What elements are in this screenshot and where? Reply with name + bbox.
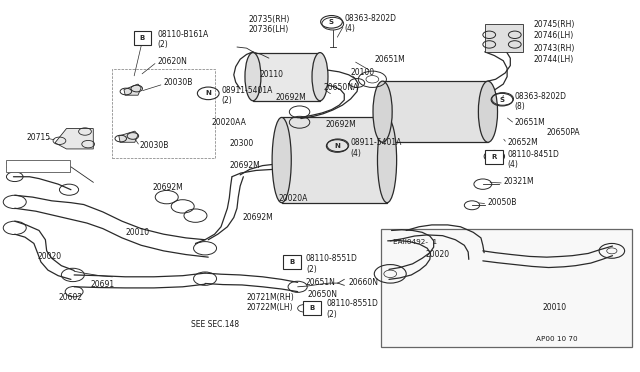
Text: 08110-8551D
(2): 08110-8551D (2) xyxy=(326,299,378,319)
Ellipse shape xyxy=(378,118,397,203)
Bar xyxy=(283,255,301,269)
Text: 20735(RH)
20736(LH): 20735(RH) 20736(LH) xyxy=(248,15,290,35)
Text: 20620N: 20620N xyxy=(157,57,187,66)
Text: 20050B: 20050B xyxy=(487,198,516,207)
Text: 20660N: 20660N xyxy=(349,278,379,287)
Text: 20744(LH): 20744(LH) xyxy=(534,55,574,64)
Text: 20715: 20715 xyxy=(26,133,51,142)
Text: 20300: 20300 xyxy=(229,139,253,148)
Bar xyxy=(303,301,321,315)
Text: 20602: 20602 xyxy=(58,293,83,302)
Bar xyxy=(134,31,152,45)
Text: 08110-B161A
(2): 08110-B161A (2) xyxy=(157,30,209,49)
Ellipse shape xyxy=(272,118,291,203)
Text: 08911-5401A
(4): 08911-5401A (4) xyxy=(351,138,402,158)
Text: 20030B: 20030B xyxy=(140,141,170,150)
Polygon shape xyxy=(119,131,138,142)
Text: 20020: 20020 xyxy=(38,252,62,261)
Text: 20651N: 20651N xyxy=(306,278,336,287)
Text: 20650N: 20650N xyxy=(307,290,337,299)
Text: 20650PA: 20650PA xyxy=(547,128,580,137)
Text: 20100: 20100 xyxy=(351,68,375,77)
Text: 20721M(RH)
20722M(LH): 20721M(RH) 20722M(LH) xyxy=(246,293,294,312)
Text: 20692M: 20692M xyxy=(275,93,306,102)
Text: 20020A: 20020A xyxy=(278,195,308,203)
Bar xyxy=(381,230,632,347)
Text: 08911-5401A
(2): 08911-5401A (2) xyxy=(221,86,273,105)
Text: 20652M: 20652M xyxy=(507,138,538,147)
Text: N: N xyxy=(334,143,340,149)
Text: SEE SEC.148: SEE SEC.148 xyxy=(6,161,54,170)
Text: 20010: 20010 xyxy=(125,228,149,237)
Text: 08363-8202D
(4): 08363-8202D (4) xyxy=(344,14,396,33)
Polygon shape xyxy=(124,84,141,95)
Text: B: B xyxy=(310,305,315,311)
Text: S: S xyxy=(329,19,334,25)
Text: SEE SEC.148: SEE SEC.148 xyxy=(191,321,239,330)
Text: N: N xyxy=(205,90,211,96)
Text: 20010: 20010 xyxy=(542,303,566,312)
Text: 20692M: 20692M xyxy=(153,183,184,192)
Bar xyxy=(253,52,320,101)
Text: 20692M: 20692M xyxy=(229,161,260,170)
Text: 20651M: 20651M xyxy=(374,55,405,64)
Text: 20651M: 20651M xyxy=(515,118,545,127)
Text: 20745(RH): 20745(RH) xyxy=(534,20,575,29)
Text: 20691: 20691 xyxy=(90,280,114,289)
Text: 08363-8202D
(8): 08363-8202D (8) xyxy=(515,92,567,111)
Text: AP00 10 70: AP00 10 70 xyxy=(536,336,577,342)
Text: B: B xyxy=(289,259,294,265)
Bar xyxy=(113,69,214,158)
Bar xyxy=(6,160,70,172)
Ellipse shape xyxy=(245,52,261,101)
Bar xyxy=(282,118,387,203)
Text: 20020: 20020 xyxy=(426,250,449,259)
Text: 20030B: 20030B xyxy=(164,78,193,87)
Text: B: B xyxy=(140,35,145,41)
Bar xyxy=(484,150,502,164)
Text: 20692M: 20692M xyxy=(242,213,273,222)
Bar xyxy=(484,24,523,52)
Ellipse shape xyxy=(373,81,392,142)
Text: 08110-8551D
(2): 08110-8551D (2) xyxy=(306,254,358,273)
Text: 20321M: 20321M xyxy=(504,177,534,186)
Ellipse shape xyxy=(312,52,328,101)
Text: 08110-8451D
(4): 08110-8451D (4) xyxy=(507,150,559,169)
Ellipse shape xyxy=(478,81,497,142)
Text: EAII0492-  1: EAII0492- 1 xyxy=(394,239,438,245)
Text: R: R xyxy=(491,154,497,160)
Text: 20743(RH): 20743(RH) xyxy=(534,44,575,52)
Text: 20746(LH): 20746(LH) xyxy=(534,31,574,41)
Text: 20020AA: 20020AA xyxy=(211,119,246,128)
Text: 20692M: 20692M xyxy=(325,121,356,129)
Polygon shape xyxy=(55,129,93,149)
Text: 20650NA: 20650NA xyxy=(323,83,358,92)
Text: S: S xyxy=(499,97,504,103)
Text: 20110: 20110 xyxy=(259,70,284,79)
Bar xyxy=(383,81,488,142)
